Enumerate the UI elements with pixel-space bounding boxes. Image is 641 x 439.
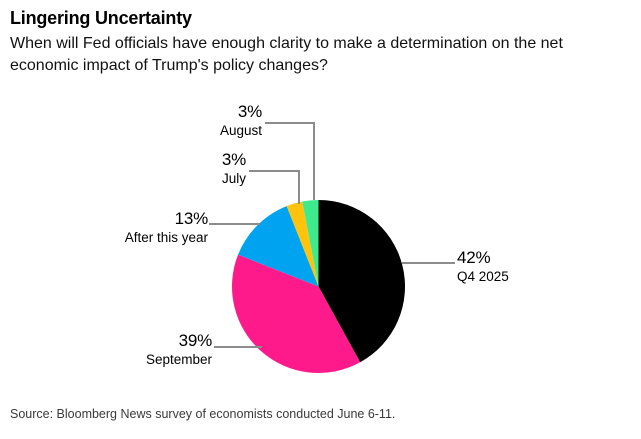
- leader-line-august-horizontal: [265, 122, 315, 124]
- slice-value-july: 3%: [221, 150, 246, 169]
- leader-line-august-vertical: [313, 122, 315, 200]
- leader-line-july-vertical: [298, 170, 300, 204]
- slice-value-august: 3%: [237, 102, 262, 121]
- leader-line-after-this-year: [209, 223, 260, 225]
- pie-slice-september[interactable]: [232, 254, 361, 373]
- leader-line-q4-2025: [402, 262, 455, 264]
- source-note: Source: Bloomberg News survey of economi…: [10, 407, 396, 421]
- pie-slice-after-this-year[interactable]: [238, 206, 319, 287]
- slice-label-august: 3% August: [112, 102, 262, 139]
- slice-name-september: September: [145, 352, 212, 367]
- chart-subtitle: When will Fed officials have enough clar…: [10, 35, 563, 74]
- pie-slice-q4-2025[interactable]: [318, 200, 405, 363]
- pie-slice-august[interactable]: [302, 200, 319, 287]
- slice-label-september: 39% September: [62, 331, 212, 368]
- slice-value-after-this-year: 13%: [174, 209, 209, 228]
- pie-chart: [232, 200, 405, 373]
- slice-label-july: 3% July: [96, 150, 246, 187]
- leader-line-september: [214, 346, 262, 348]
- slice-label-q4-2025: 42% Q4 2025: [457, 248, 607, 285]
- leader-line-july-horizontal: [249, 170, 300, 172]
- slice-name-after-this-year: After this year: [124, 230, 208, 245]
- slice-name-july: July: [221, 171, 246, 186]
- slice-name-august: August: [219, 123, 262, 138]
- pie-slice-july[interactable]: [286, 201, 319, 287]
- chart-title: Lingering Uncertainty: [10, 8, 192, 28]
- slice-value-september: 39%: [178, 331, 213, 350]
- slice-name-q4-2025: Q4 2025: [457, 269, 509, 284]
- slice-value-q4-2025: 42%: [457, 248, 491, 267]
- slice-label-after-this-year: 13% After this year: [58, 209, 208, 246]
